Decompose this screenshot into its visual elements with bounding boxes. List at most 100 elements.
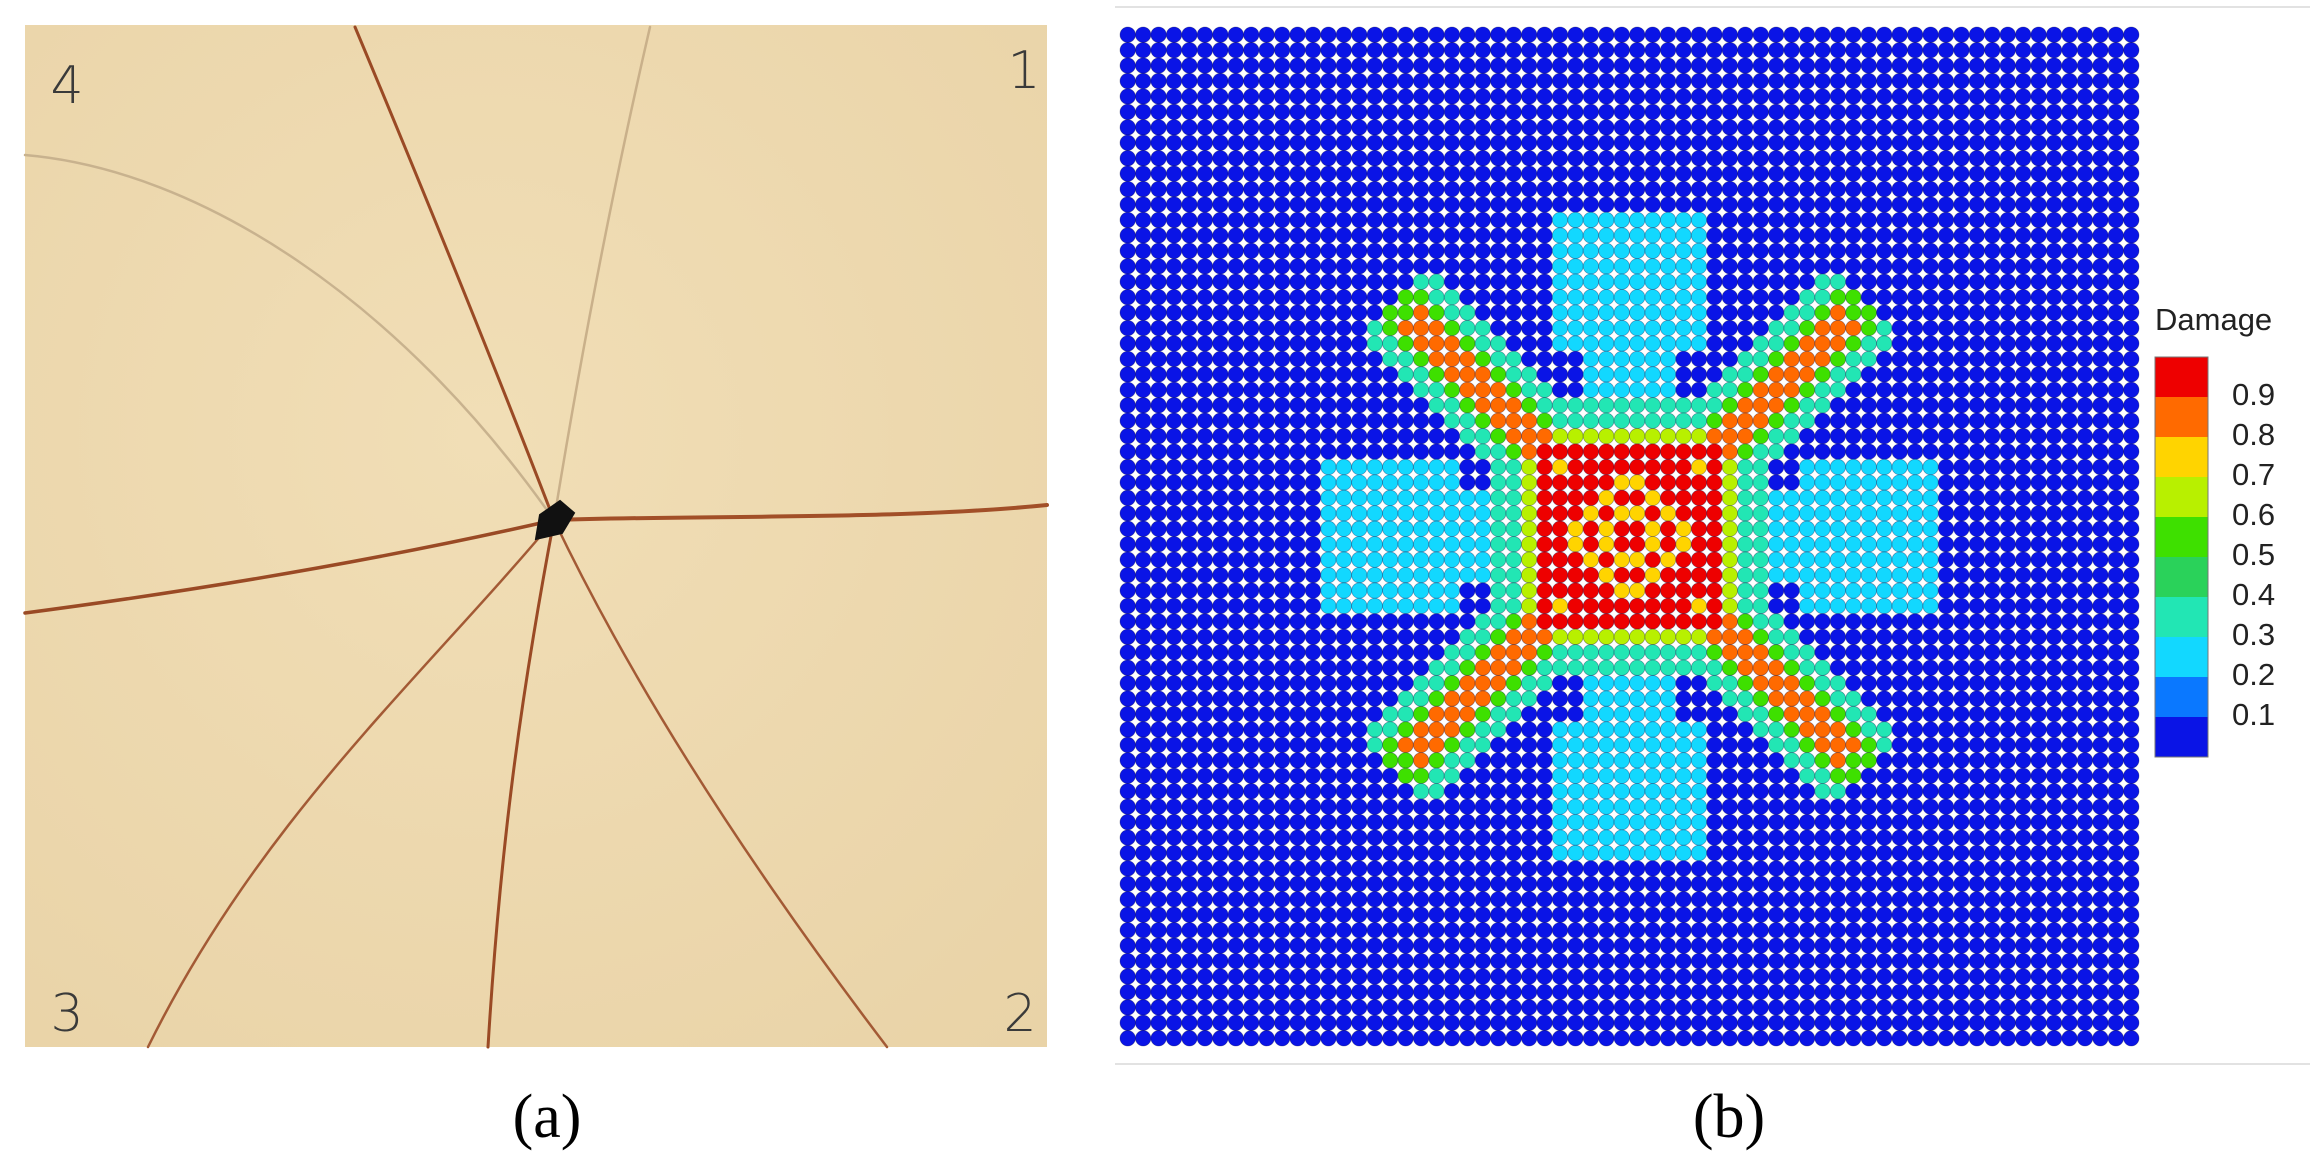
particle <box>1814 443 1831 460</box>
particle <box>2107 335 2124 352</box>
particle <box>1937 628 1955 645</box>
particle <box>1798 150 1816 167</box>
particle <box>1706 659 1723 676</box>
particle <box>1351 1030 1368 1047</box>
particle <box>1721 937 1738 954</box>
particle <box>2030 289 2047 306</box>
particle <box>1675 397 1692 414</box>
particle <box>1737 57 1754 74</box>
particle <box>1505 875 1522 893</box>
particle <box>1752 227 1769 244</box>
panel-caption: (a) <box>513 1083 582 1151</box>
particle <box>1227 88 1244 105</box>
particle <box>1304 582 1322 599</box>
particle <box>1366 381 1383 398</box>
particle <box>1366 520 1383 537</box>
particle <box>1150 952 1167 970</box>
particle <box>1382 844 1399 862</box>
particle <box>1968 211 1986 229</box>
particle <box>1196 952 1214 970</box>
particle <box>1907 906 1924 923</box>
particle <box>1582 922 1600 939</box>
particle <box>1505 42 1522 59</box>
particle <box>1273 922 1291 939</box>
particle <box>1706 26 1723 43</box>
particle <box>1984 335 2001 352</box>
particle <box>1891 134 1908 151</box>
particle <box>1937 551 1955 568</box>
particle <box>1737 952 1754 970</box>
particle <box>1243 381 1260 398</box>
particle <box>1366 613 1383 630</box>
particle <box>1258 458 1275 476</box>
particle <box>1135 536 1152 553</box>
particle <box>1598 119 1615 136</box>
particle <box>1953 381 1970 398</box>
particle <box>2092 628 2109 645</box>
particle <box>1490 844 1507 862</box>
particle <box>1505 721 1522 738</box>
particle <box>1196 304 1214 321</box>
particle <box>1551 736 1569 754</box>
particle <box>1320 736 1337 754</box>
particle <box>1567 597 1584 615</box>
particle <box>1196 922 1214 939</box>
particle <box>1196 597 1214 615</box>
particle <box>1752 690 1769 707</box>
particle <box>1999 474 2016 491</box>
particle <box>1165 350 1183 368</box>
particle <box>1953 705 1970 723</box>
particle <box>1335 597 1352 615</box>
particle <box>1968 582 1986 599</box>
particle <box>1814 412 1831 429</box>
particle <box>1598 366 1615 383</box>
particle <box>1119 752 1136 769</box>
particle <box>1737 891 1754 908</box>
particle <box>1335 211 1352 229</box>
particle <box>2061 798 2078 815</box>
particle <box>1690 937 1708 954</box>
particle <box>1196 273 1214 290</box>
particle <box>1320 952 1337 970</box>
particle <box>1783 767 1800 784</box>
particle <box>1845 644 1862 661</box>
particle <box>1891 582 1908 599</box>
particle <box>1304 875 1322 893</box>
particle <box>1999 335 2016 352</box>
particle <box>1459 736 1476 754</box>
particle <box>1922 258 1939 275</box>
particle <box>1629 952 1646 970</box>
particle <box>1737 783 1754 800</box>
particle <box>1227 273 1244 290</box>
particle <box>2045 721 2063 738</box>
particle <box>1227 675 1244 692</box>
particle <box>1273 227 1291 244</box>
particle <box>1181 273 1198 290</box>
particle <box>1196 798 1214 815</box>
particle <box>2015 675 2032 692</box>
particle <box>1999 613 2016 630</box>
particle <box>1613 289 1630 306</box>
particle <box>1953 968 1970 985</box>
particle <box>1582 952 1600 970</box>
particle <box>1366 983 1383 1001</box>
particle <box>1721 906 1738 923</box>
particle <box>1891 304 1908 321</box>
particle <box>1320 675 1337 692</box>
particle <box>1490 350 1507 368</box>
particle <box>1567 906 1584 923</box>
particle <box>1798 397 1816 414</box>
particle <box>1922 659 1939 676</box>
particle <box>1907 860 1924 877</box>
particle <box>1536 968 1553 985</box>
particle <box>2061 72 2078 90</box>
particle <box>1706 829 1723 846</box>
particle <box>1443 196 1461 213</box>
particle <box>1768 644 1785 661</box>
particle <box>1798 628 1816 645</box>
particle <box>1351 922 1368 939</box>
particle <box>1907 628 1924 645</box>
particle <box>2030 721 2047 738</box>
particle <box>1212 381 1229 398</box>
particle <box>1505 1014 1522 1031</box>
